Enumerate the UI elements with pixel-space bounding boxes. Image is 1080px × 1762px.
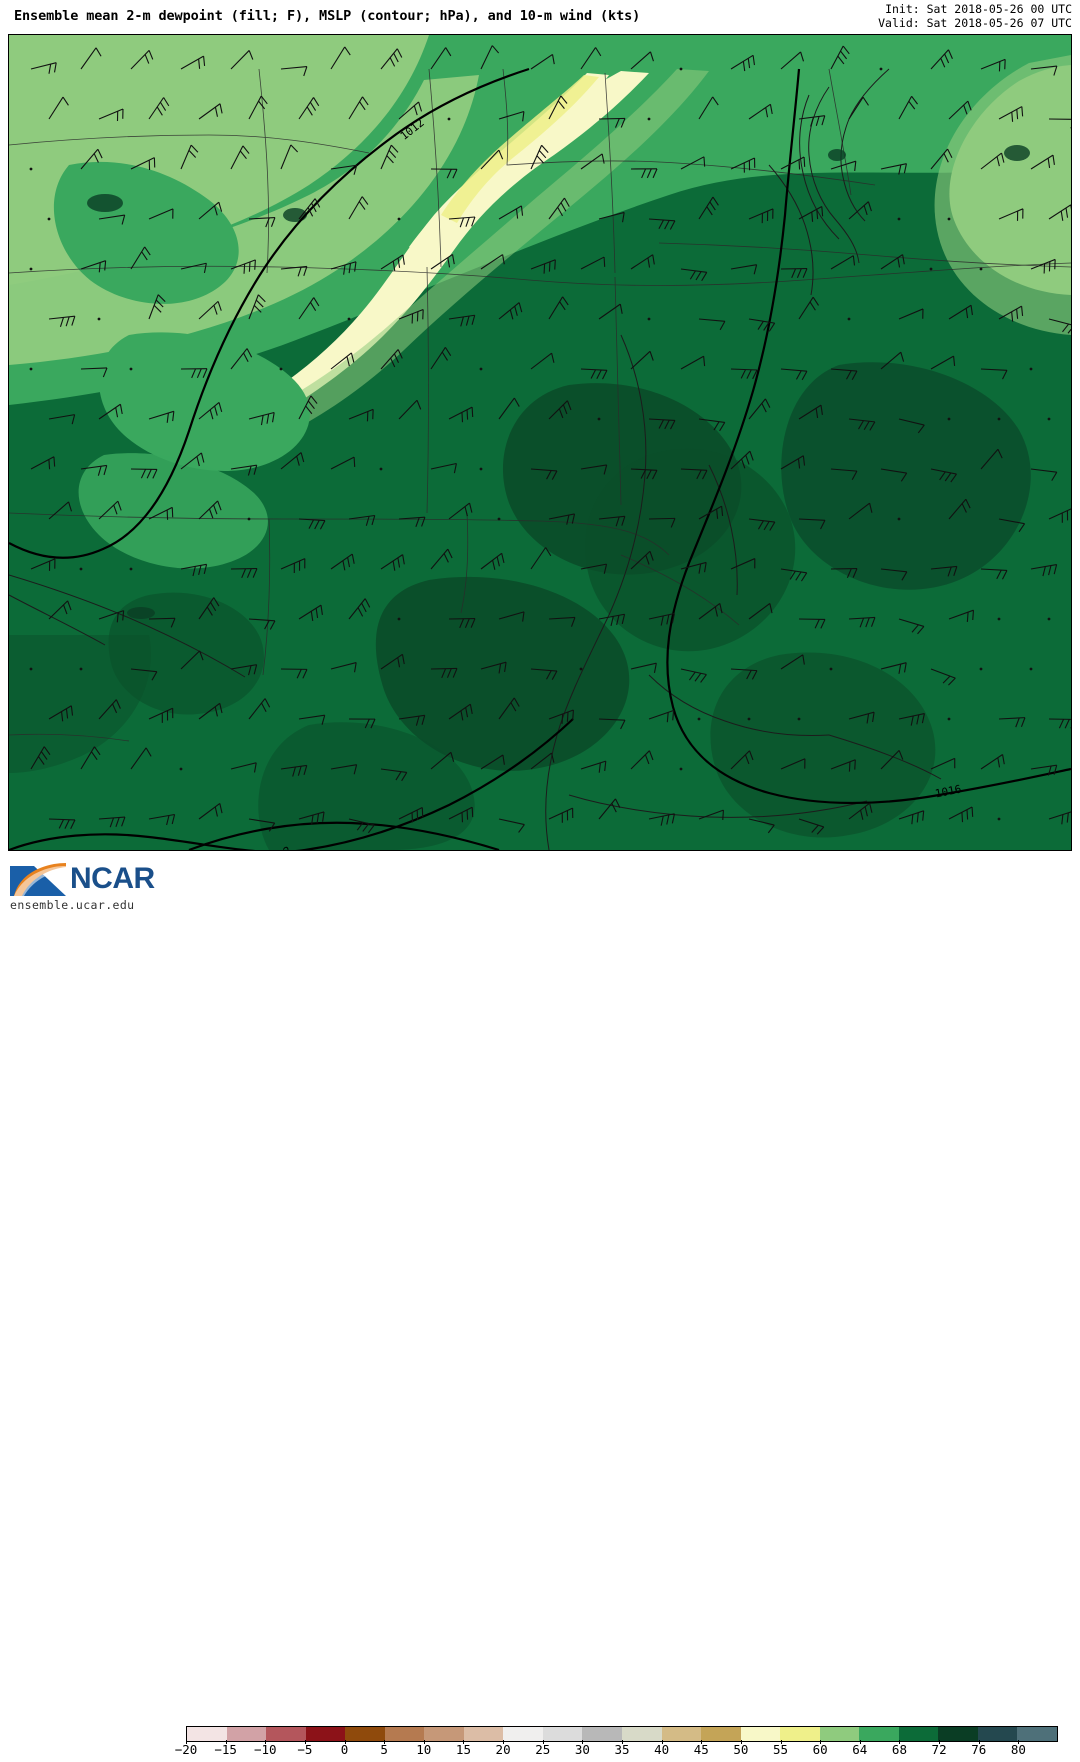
timestamp-block: Init: Sat 2018-05-26 00 UTC Valid: Sat 2… [878, 2, 1072, 30]
mslp-contour-layer [9, 35, 1071, 850]
header-bar: Ensemble mean 2-m dewpoint (fill; F), MS… [0, 0, 1080, 34]
colorbar-swatch [1017, 1727, 1057, 1741]
colorbar-tick-label: 30 [575, 1742, 590, 1757]
colorbar-swatch [543, 1727, 583, 1741]
colorbar-tick-mark [384, 1740, 385, 1744]
colorbar-tick-label: 60 [813, 1742, 828, 1757]
ncar-logo[interactable]: NCAR ensemble.ucar.edu [8, 862, 168, 912]
colorbar-tick-label: −15 [214, 1742, 237, 1757]
colorbar-swatch [701, 1727, 741, 1741]
colorbar-swatch [938, 1727, 978, 1741]
colorbar-tick-label: 40 [654, 1742, 669, 1757]
colorbar-tick-label: 50 [733, 1742, 748, 1757]
colorbar-tick-mark [939, 1740, 940, 1744]
ncar-logo-mark [8, 862, 70, 898]
colorbar-tick-label: 35 [614, 1742, 629, 1757]
colorbar-tick-label: −10 [254, 1742, 277, 1757]
colorbar-swatch [424, 1727, 464, 1741]
colorbar-tick-label: 0 [341, 1742, 349, 1757]
colorbar-tick-mark [701, 1740, 702, 1744]
colorbar-tick-mark [860, 1740, 861, 1744]
colorbar-swatch [266, 1727, 306, 1741]
colorbar-tick-mark [186, 1740, 187, 1744]
colorbar-tick-label: −20 [175, 1742, 198, 1757]
colorbar-tick-mark [582, 1740, 583, 1744]
colorbar-tick-mark [781, 1740, 782, 1744]
colorbar-tick-label: 20 [496, 1742, 511, 1757]
colorbar-tick-label: 15 [456, 1742, 471, 1757]
colorbar-tick-label: 5 [380, 1742, 388, 1757]
colorbar-tick-mark [226, 1740, 227, 1744]
colorbar-tick-mark [463, 1740, 464, 1744]
colorbar-swatch [345, 1727, 385, 1741]
colorbar-tick-label: 45 [694, 1742, 709, 1757]
colorbar-swatch [227, 1727, 267, 1741]
colorbar-tick-label: 64 [852, 1742, 867, 1757]
colorbar-swatch [582, 1727, 622, 1741]
colorbar-ticks: −20 −15 −10 −5 0 5 10 15 20 25 30 35 40 45 50 55 60 64 68 7… [0, 1742, 1080, 1762]
colorbar-tick-mark [543, 1740, 544, 1744]
colorbar-swatch [503, 1727, 543, 1741]
colorbar-tick-mark [662, 1740, 663, 1744]
colorbar-tick-mark [899, 1740, 900, 1744]
colorbar-swatch [978, 1727, 1018, 1741]
colorbar-swatch [780, 1727, 820, 1741]
colorbar-tick-mark [741, 1740, 742, 1744]
colorbar-swatch [187, 1727, 227, 1741]
map-canvas: 1012 1016 1012 [9, 35, 1071, 850]
colorbar-tick-label: 10 [416, 1742, 431, 1757]
colorbar-tick-mark [622, 1740, 623, 1744]
colorbar-swatch [741, 1727, 781, 1741]
colorbar-tick-mark [820, 1740, 821, 1744]
colorbar-tick-label: 68 [892, 1742, 907, 1757]
colorbar-tick-mark [424, 1740, 425, 1744]
colorbar-tick-mark [1018, 1740, 1019, 1744]
colorbar-swatch [820, 1727, 860, 1741]
colorbar-tick-label: 25 [535, 1742, 550, 1757]
init-time: Init: Sat 2018-05-26 00 UTC [878, 2, 1072, 16]
colorbar-swatch [622, 1727, 662, 1741]
valid-time: Valid: Sat 2018-05-26 07 UTC [878, 16, 1072, 30]
colorbar-tick-mark [503, 1740, 504, 1744]
colorbar-tick-mark [265, 1740, 266, 1744]
colorbar-tick-label: 80 [1011, 1742, 1026, 1757]
colorbar-tick-mark [305, 1740, 306, 1744]
colorbar-swatch [859, 1727, 899, 1741]
colorbar-tick-label: 55 [773, 1742, 788, 1757]
colorbar-tick-mark [979, 1740, 980, 1744]
colorbar-swatch [385, 1727, 425, 1741]
colorbar-tick-label: 72 [932, 1742, 947, 1757]
colorbar-swatch [306, 1727, 346, 1741]
ncar-logo-text: NCAR [70, 862, 155, 896]
map-panel[interactable]: 1012 1016 1012 [8, 34, 1072, 851]
page-title: Ensemble mean 2-m dewpoint (fill; F), MS… [14, 8, 640, 24]
colorbar-swatch [899, 1727, 939, 1741]
colorbar-swatch [464, 1727, 504, 1741]
colorbar-tick-label: 76 [971, 1742, 986, 1757]
colorbar-swatch [662, 1727, 702, 1741]
colorbar-tick-label: −5 [297, 1742, 312, 1757]
ncar-logo-url: ensemble.ucar.edu [10, 898, 135, 912]
colorbar-tick-mark [345, 1740, 346, 1744]
